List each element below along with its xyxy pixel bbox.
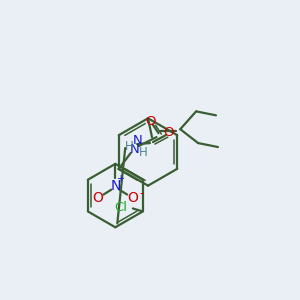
Text: O: O (92, 190, 103, 205)
Text: -: - (140, 187, 144, 200)
Text: O: O (164, 126, 174, 139)
Text: N: N (110, 179, 121, 193)
Text: O: O (145, 115, 156, 128)
Text: O: O (128, 190, 139, 205)
Text: Cl: Cl (115, 201, 128, 214)
Text: H: H (139, 146, 148, 160)
Text: N: N (130, 142, 140, 155)
Text: N: N (133, 134, 143, 147)
Text: H: H (125, 140, 134, 152)
Text: +: + (116, 174, 124, 184)
